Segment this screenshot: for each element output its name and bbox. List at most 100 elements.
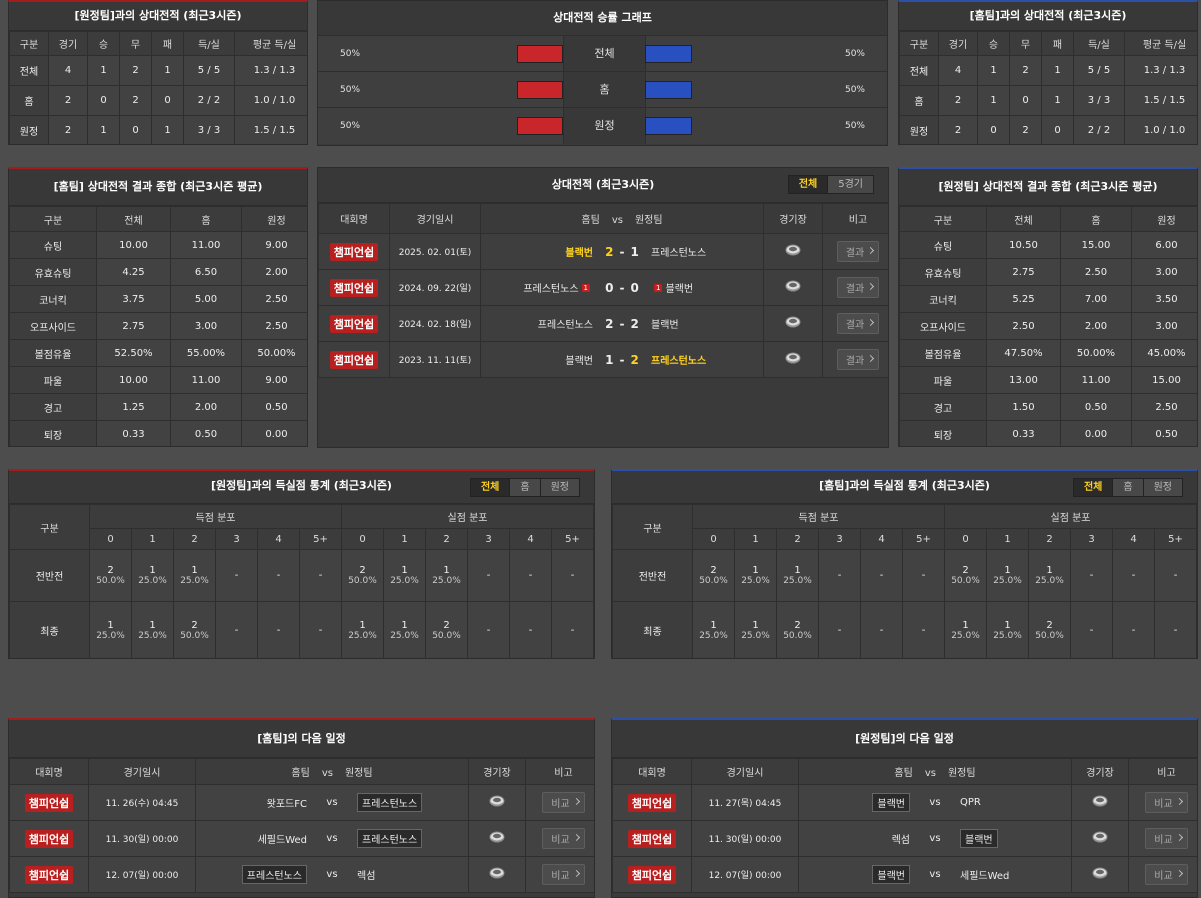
tab[interactable]: 원정: [539, 479, 579, 496]
empty: -: [1131, 625, 1136, 636]
tab[interactable]: 5경기: [827, 176, 873, 193]
header-row: 대회명 경기일시 홈팀 vs 원정팀 경기장 비고: [318, 203, 888, 234]
cell: 1: [151, 115, 184, 144]
tab[interactable]: 전체: [788, 176, 828, 193]
row-label: 전체: [563, 36, 646, 72]
header-row: 구분 전체 홈 원정: [899, 206, 1197, 232]
tab[interactable]: 원정: [1142, 479, 1182, 496]
tab[interactable]: 홈: [509, 479, 540, 496]
stat-table: 구분 전체 홈 원정 슈팅 10.00 11.00 9.00 유효슈팅 4.25 6.50 2.00 코…: [9, 206, 307, 446]
row: 원정 2 0 2 0 2 / 2 1.0 / 1.0: [899, 115, 1197, 144]
compare-button[interactable]: 비교: [1145, 864, 1188, 885]
cell: 2: [119, 55, 152, 86]
compare-button[interactable]: 비교: [542, 828, 585, 849]
column-header: 승: [977, 31, 1010, 56]
percent: 25.0%: [390, 631, 419, 641]
match-table: 대회명 경기일시 홈팀 vs 원정팀 경기장 비고 챔피언쉽 2025. 02. 01(토) 블랙…: [318, 203, 888, 378]
cell: -: [467, 601, 510, 658]
away-score: 2: [630, 352, 639, 367]
cell: [763, 233, 823, 270]
cell: 1 25.0%: [383, 549, 426, 602]
cell: 1: [977, 85, 1010, 116]
cell: 1.5 / 1.5: [234, 115, 307, 144]
compare-button[interactable]: 비교: [542, 864, 585, 885]
result-button[interactable]: 결과: [836, 313, 880, 334]
percent: 25.0%: [741, 631, 770, 641]
tab[interactable]: 전체: [1073, 479, 1113, 496]
result-button[interactable]: 결과: [836, 241, 880, 262]
row-label: 오프사이드: [899, 312, 987, 340]
empty: -: [1131, 570, 1136, 581]
cell: -: [860, 549, 903, 602]
away-score: 0: [630, 280, 639, 295]
percent: 25.0%: [138, 576, 167, 586]
cell: [468, 784, 526, 821]
away-bar: [645, 45, 692, 63]
row-label: 원정: [899, 115, 939, 144]
cell: 1 25.0%: [986, 601, 1029, 658]
team-name: 세필드Wed: [257, 835, 307, 846]
header-row: 0 1 2 3 4 5+ 0 1 2 3 4 5+: [613, 528, 1197, 550]
cell: 세필드Wed vs 프레스턴노스: [195, 820, 469, 857]
team-name: 프레스턴노스: [651, 356, 707, 367]
cell: 비교: [525, 784, 594, 821]
result-button[interactable]: 결과: [836, 349, 880, 370]
cell: 12. 07(일) 00:00: [88, 856, 196, 893]
goal-count-header: 3: [215, 528, 258, 550]
league-badge: 챔피언쉽: [329, 314, 379, 333]
count: 1: [752, 620, 759, 631]
cell: 2.50: [1131, 393, 1197, 421]
schedule-table: 대회명 경기일시 홈팀 vs 원정팀 경기장 비고 챔피언쉽 11. 27(목) 04:45 블랙…: [612, 758, 1197, 893]
column-header: 대회명: [318, 203, 390, 234]
cell: 11. 30(일) 00:00: [88, 820, 196, 857]
cell: 결과: [822, 269, 888, 306]
cell: 0.00: [241, 420, 307, 446]
cell: 1: [87, 55, 120, 86]
percent: 25.0%: [1035, 576, 1064, 586]
goal-count-header: 0: [89, 528, 132, 550]
column-header: 경기장: [1071, 758, 1129, 785]
empty: -: [879, 570, 884, 581]
panel-title: [홈팀]과의 상대전적 (최근3시즌): [899, 2, 1197, 31]
away-score: 1: [630, 244, 639, 259]
cell: 1 25.0%: [131, 549, 174, 602]
cell: 챔피언쉽: [612, 784, 692, 821]
compare-button[interactable]: 비교: [542, 792, 585, 813]
team-name: 블랙번: [565, 248, 593, 259]
row-label: 파울: [9, 366, 97, 394]
cell: 11. 26(수) 04:45: [88, 784, 196, 821]
home-rate: 50%: [340, 121, 361, 131]
league-badge: 챔피언쉽: [329, 278, 379, 297]
stadium-icon: [1092, 831, 1108, 843]
percent: 50.0%: [1035, 631, 1064, 641]
cell: 1: [1041, 55, 1074, 86]
home-team: 왓포드FC: [196, 795, 307, 810]
empty: -: [879, 625, 884, 636]
match-date: 2023. 11. 11(토): [398, 356, 472, 366]
team-name: 블랙번: [960, 829, 998, 848]
compare-button[interactable]: 비교: [1145, 828, 1188, 849]
cell: 0: [1041, 115, 1074, 144]
goal-count-header: 2: [173, 528, 216, 550]
vs: vs: [326, 833, 338, 844]
cell: 2 / 2: [183, 85, 235, 116]
column-header: 구분: [899, 31, 939, 56]
count: 1: [962, 620, 969, 631]
cell: 1 25.0%: [341, 601, 384, 658]
header-text: 원정팀: [634, 215, 663, 226]
column-header: 구분: [899, 206, 987, 232]
column-header: 무: [119, 31, 152, 56]
cell: -: [1154, 549, 1197, 602]
empty: -: [1089, 570, 1094, 581]
tab[interactable]: 홈: [1112, 479, 1143, 496]
result-button[interactable]: 결과: [836, 277, 880, 298]
cell: 0: [1009, 85, 1042, 116]
column-header: 평균 득/실: [234, 31, 307, 56]
teams: 렉섬 vs 블랙번: [799, 829, 1071, 848]
compare-button[interactable]: 비교: [1145, 792, 1188, 813]
count: 1: [1046, 565, 1053, 576]
tab[interactable]: 전체: [470, 479, 510, 496]
teams: 프레스턴노스 1 0-0 1 블랙번: [481, 280, 763, 296]
empty: -: [921, 570, 926, 581]
home-team: 렉섬: [799, 831, 910, 846]
